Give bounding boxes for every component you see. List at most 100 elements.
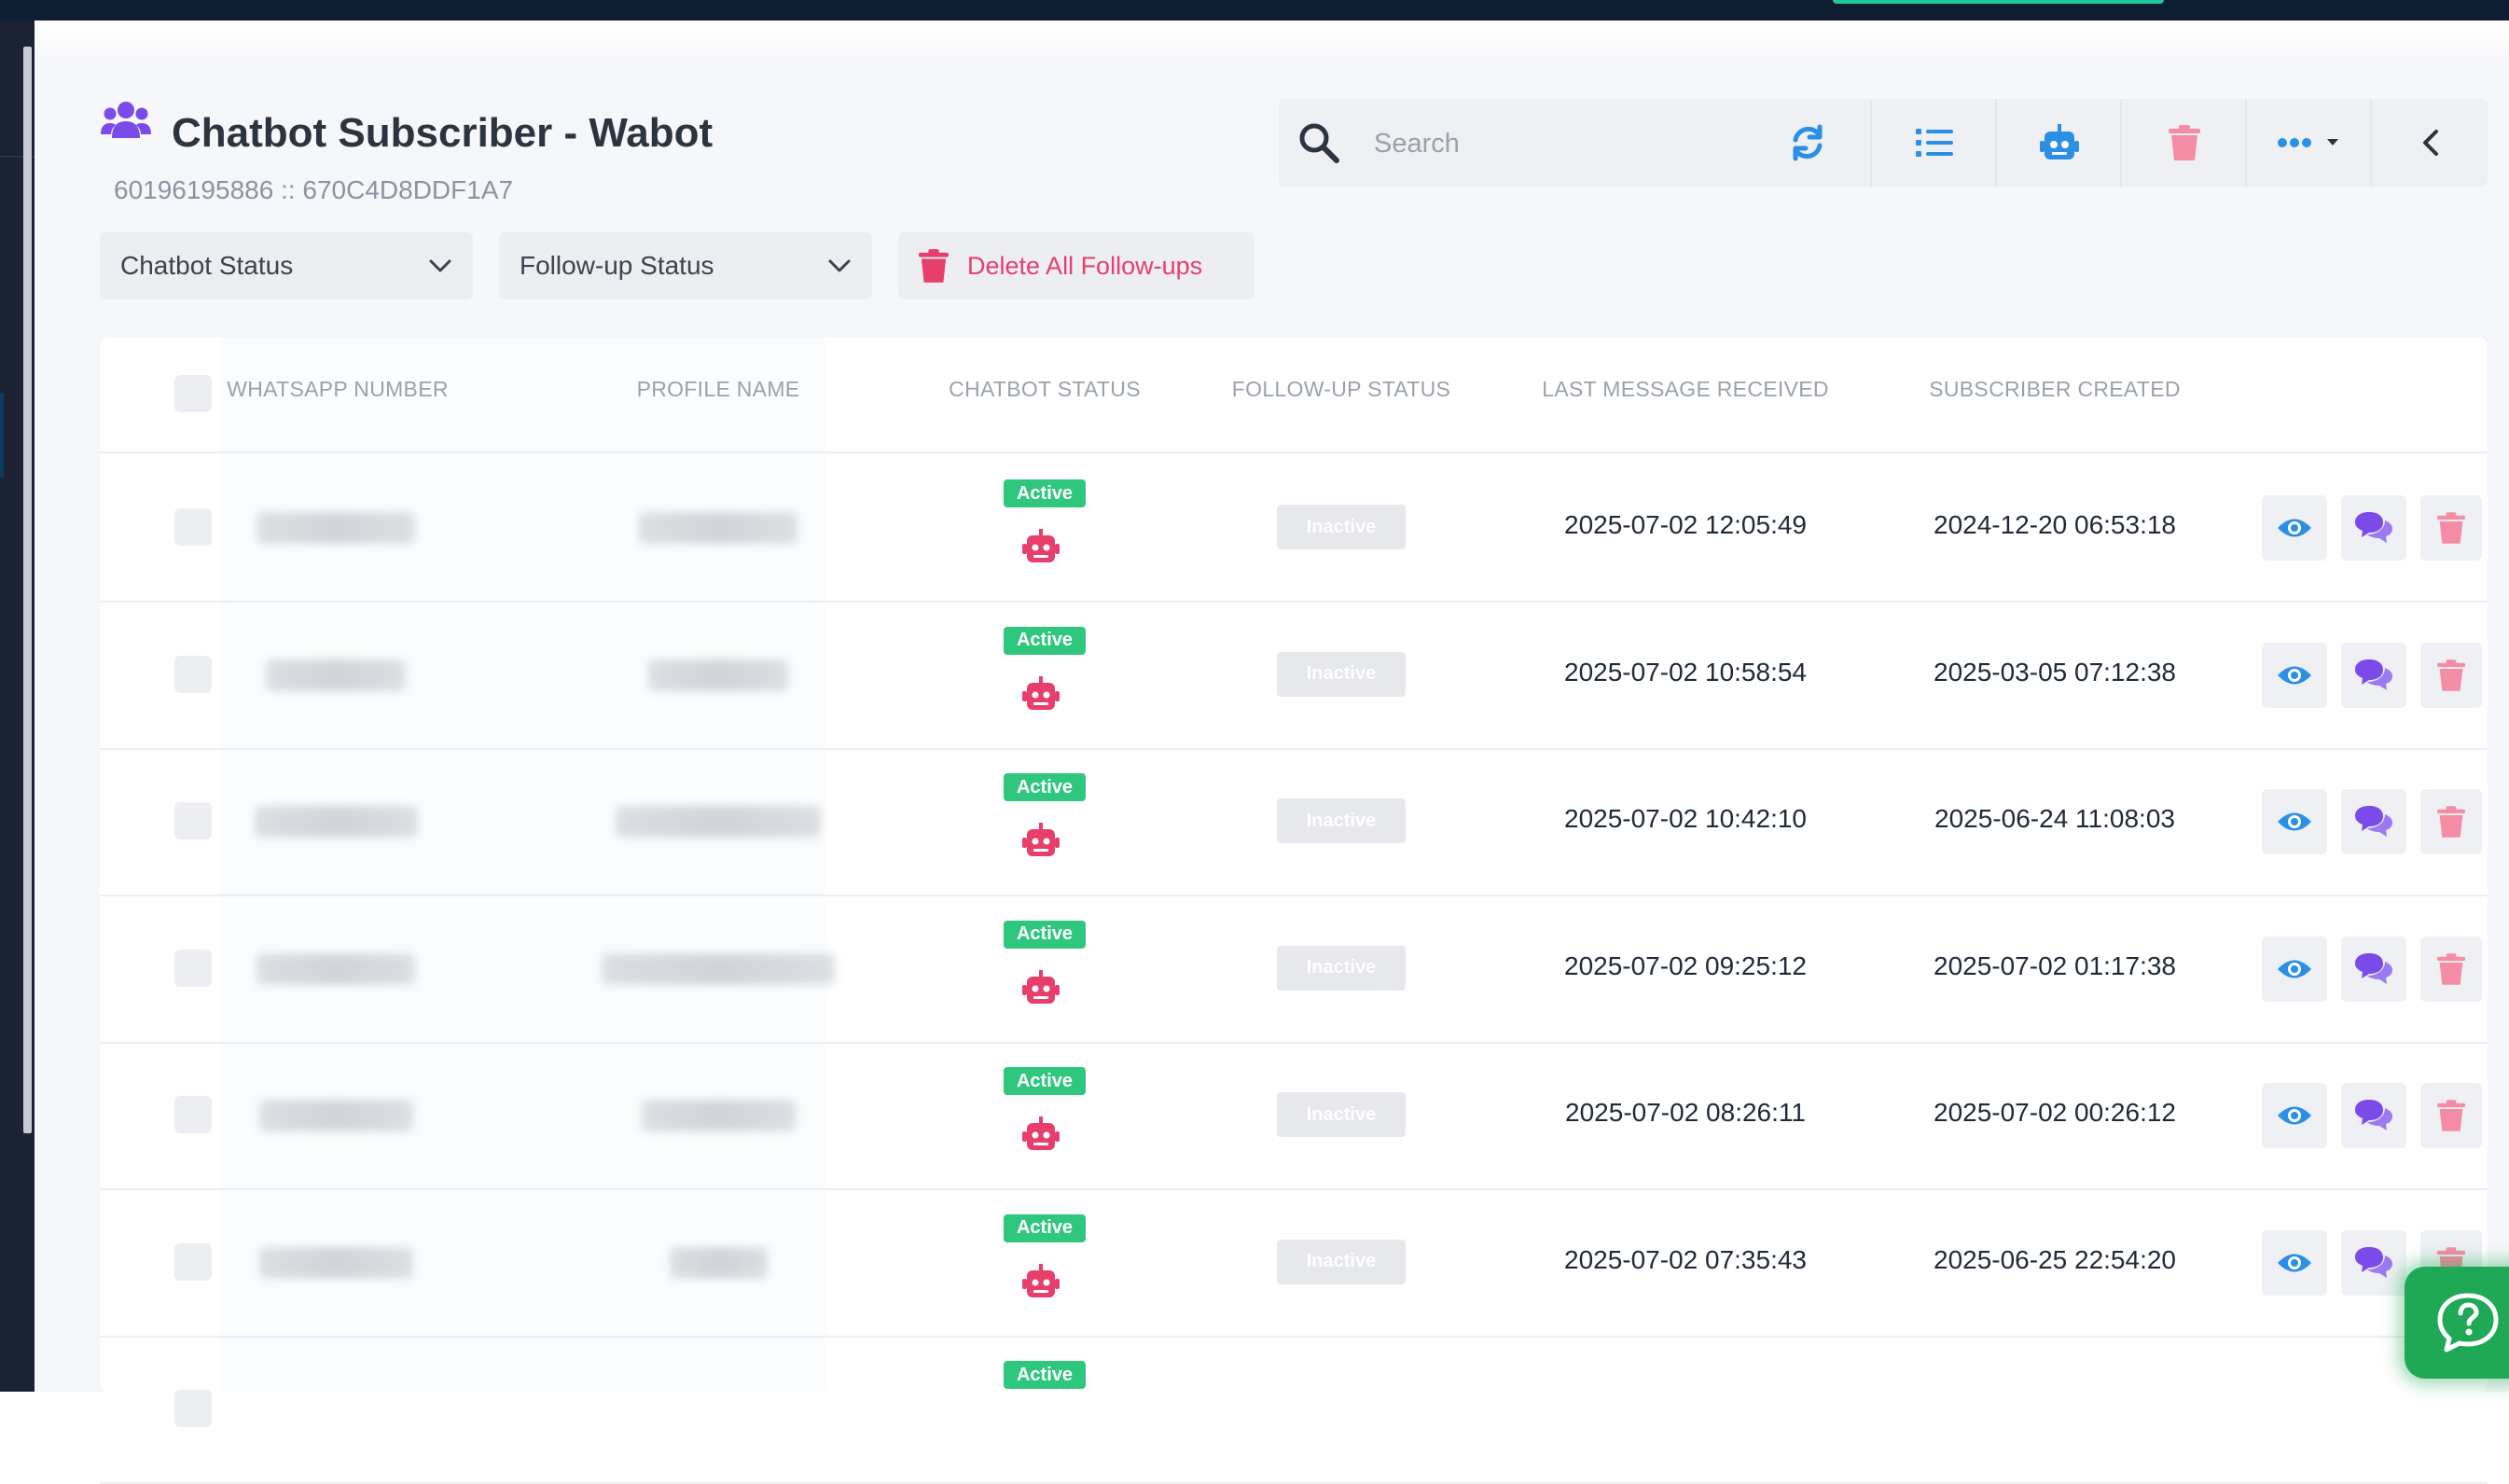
redacted-profile-name: [602, 952, 835, 985]
delete-all-followups-button[interactable]: Delete All Follow-ups: [898, 232, 1254, 299]
robot-icon[interactable]: [1022, 1116, 1060, 1152]
header-chatbot-status[interactable]: CHATBOT STATUS: [949, 377, 1141, 401]
chat-bubbles-icon: [2353, 1246, 2394, 1280]
select-all-checkbox[interactable]: [174, 375, 212, 412]
collapse-button[interactable]: [2370, 99, 2489, 187]
subscribers-table: WHATSAPP NUMBER PROFILE NAME CHATBOT STA…: [100, 338, 2488, 1484]
row-checkbox[interactable]: [174, 1390, 212, 1427]
chat-button[interactable]: [2341, 1229, 2406, 1296]
trash-icon: [2437, 659, 2465, 691]
table-row[interactable]: Active Inactive 2025-07-02 08:26:11 2025-07…: [100, 1042, 2488, 1190]
delete-selected-button[interactable]: [2120, 99, 2247, 187]
robot-icon[interactable]: [1022, 823, 1060, 858]
last-message-received: 2025-07-02 12:05:49: [1564, 510, 1807, 539]
main-content: Chatbot Subscriber - Wabot 60196195886 :…: [35, 21, 2509, 1484]
view-button[interactable]: [2262, 642, 2327, 708]
table-header: WHATSAPP NUMBER PROFILE NAME CHATBOT STA…: [100, 338, 2488, 453]
eye-icon: [2276, 1251, 2313, 1275]
subscriber-created: 2025-06-24 11:08:03: [1934, 804, 2175, 833]
trash-icon: [2437, 806, 2465, 838]
eye-icon: [2276, 810, 2313, 834]
chatbot-button[interactable]: [1995, 99, 2122, 187]
sidebar-scrollbar[interactable]: [23, 47, 32, 1133]
row-checkbox[interactable]: [174, 655, 212, 693]
last-message-received: 2025-07-02 10:42:10: [1564, 804, 1807, 833]
robot-icon[interactable]: [1022, 969, 1060, 1006]
eye-icon: [2276, 663, 2313, 687]
chat-button[interactable]: [2341, 642, 2406, 708]
row-checkbox[interactable]: [174, 508, 212, 546]
chevron-down-icon: [828, 259, 851, 272]
table-row[interactable]: Active Inactive 2025-07-02 12:05:49 2024-12…: [100, 454, 2488, 603]
delete-row-button[interactable]: [2420, 936, 2482, 1002]
row-checkbox[interactable]: [174, 1242, 212, 1281]
redacted-whatsapp-number: [258, 1100, 413, 1131]
chatbot-status-badge: Active: [1004, 773, 1086, 801]
search-input[interactable]: [1372, 118, 1730, 170]
redacted-whatsapp-number: [256, 512, 415, 544]
robot-icon[interactable]: [1022, 1263, 1060, 1299]
followup-status-badge: Inactive: [1277, 1239, 1406, 1284]
help-chat-button[interactable]: [2405, 1267, 2509, 1379]
chatbot-status-badge: Active: [1004, 1214, 1086, 1242]
chat-bubbles-icon: [2353, 952, 2394, 986]
redacted-profile-name: [639, 512, 797, 544]
last-message-received: 2025-07-02 07:35:43: [1564, 1244, 1807, 1274]
header-last-message-received[interactable]: LAST MESSAGE RECEIVED: [1542, 377, 1829, 401]
view-button[interactable]: [2262, 1229, 2327, 1296]
view-button[interactable]: [2262, 789, 2327, 854]
table-row[interactable]: Active Inactive 2025-07-02 10:42:10 2025-06…: [100, 748, 2488, 896]
chatbot-status-badge: Active: [1004, 920, 1086, 949]
row-checkbox[interactable]: [174, 1096, 212, 1133]
followup-status-badge: Inactive: [1277, 505, 1406, 549]
more-options-dropdown[interactable]: [2245, 99, 2372, 187]
chat-button[interactable]: [2341, 495, 2406, 561]
chevron-down-icon: [429, 259, 451, 272]
search-icon: [1299, 123, 1339, 163]
delete-row-button[interactable]: [2420, 495, 2482, 561]
chat-bubbles-icon: [2353, 659, 2394, 692]
table-row[interactable]: Active Inactive 2025-07-02 10:58:54 2025-03…: [100, 602, 2488, 750]
chat-button[interactable]: [2341, 789, 2406, 854]
delete-row-button[interactable]: [2420, 1083, 2482, 1148]
chat-bubbles-icon: [2353, 1099, 2394, 1132]
robot-icon[interactable]: [1022, 675, 1060, 712]
chatbot-status-filter[interactable]: Chatbot Status: [100, 232, 473, 299]
header-whatsapp-number[interactable]: WHATSAPP NUMBER: [227, 377, 449, 401]
header-profile-name[interactable]: PROFILE NAME: [636, 377, 800, 401]
toolbar: [1279, 99, 2488, 187]
view-button[interactable]: [2262, 936, 2327, 1002]
chat-button[interactable]: [2341, 1083, 2406, 1148]
chat-bubbles-icon: [2353, 805, 2394, 839]
table-row[interactable]: Active Inactive 2025-07-02 07:35:43 2025-06…: [100, 1189, 2488, 1338]
left-sidebar: [0, 21, 35, 1392]
robot-icon[interactable]: [1022, 529, 1060, 564]
delete-row-button[interactable]: [2420, 642, 2482, 708]
chat-button[interactable]: [2341, 936, 2406, 1002]
followup-status-filter[interactable]: Follow-up Status: [499, 232, 872, 299]
refresh-icon: [1793, 124, 1823, 161]
view-button[interactable]: [2262, 495, 2327, 561]
row-checkbox[interactable]: [174, 802, 212, 839]
refresh-button[interactable]: [1745, 99, 1870, 187]
list-icon: [1916, 129, 1953, 157]
row-checkbox[interactable]: [174, 949, 212, 987]
delete-all-followups-label: Delete All Follow-ups: [967, 251, 1203, 280]
header-subscriber-created[interactable]: SUBSCRIBER CREATED: [1929, 377, 2181, 401]
delete-row-button[interactable]: [2420, 789, 2482, 854]
eye-icon: [2276, 957, 2313, 981]
table-row[interactable]: Active Inactive 2025-07-02 09:25:12 2025-07…: [100, 895, 2488, 1044]
list-view-button[interactable]: [1870, 99, 1997, 187]
followup-status-filter-label: Follow-up Status: [520, 251, 714, 280]
eye-icon: [2276, 1103, 2313, 1128]
chatbot-status-filter-label: Chatbot Status: [120, 251, 294, 280]
help-question-icon: [2437, 1293, 2499, 1352]
trash-icon: [2169, 125, 2200, 160]
table-row[interactable]: Active: [100, 1336, 2488, 1484]
view-button[interactable]: [2262, 1083, 2327, 1148]
chatbot-status-badge: Active: [1004, 626, 1086, 655]
trash-icon: [2437, 1100, 2465, 1131]
redacted-profile-name: [616, 806, 821, 838]
header-followup-status[interactable]: FOLLOW-UP STATUS: [1231, 377, 1451, 401]
redacted-whatsapp-number: [266, 659, 406, 691]
